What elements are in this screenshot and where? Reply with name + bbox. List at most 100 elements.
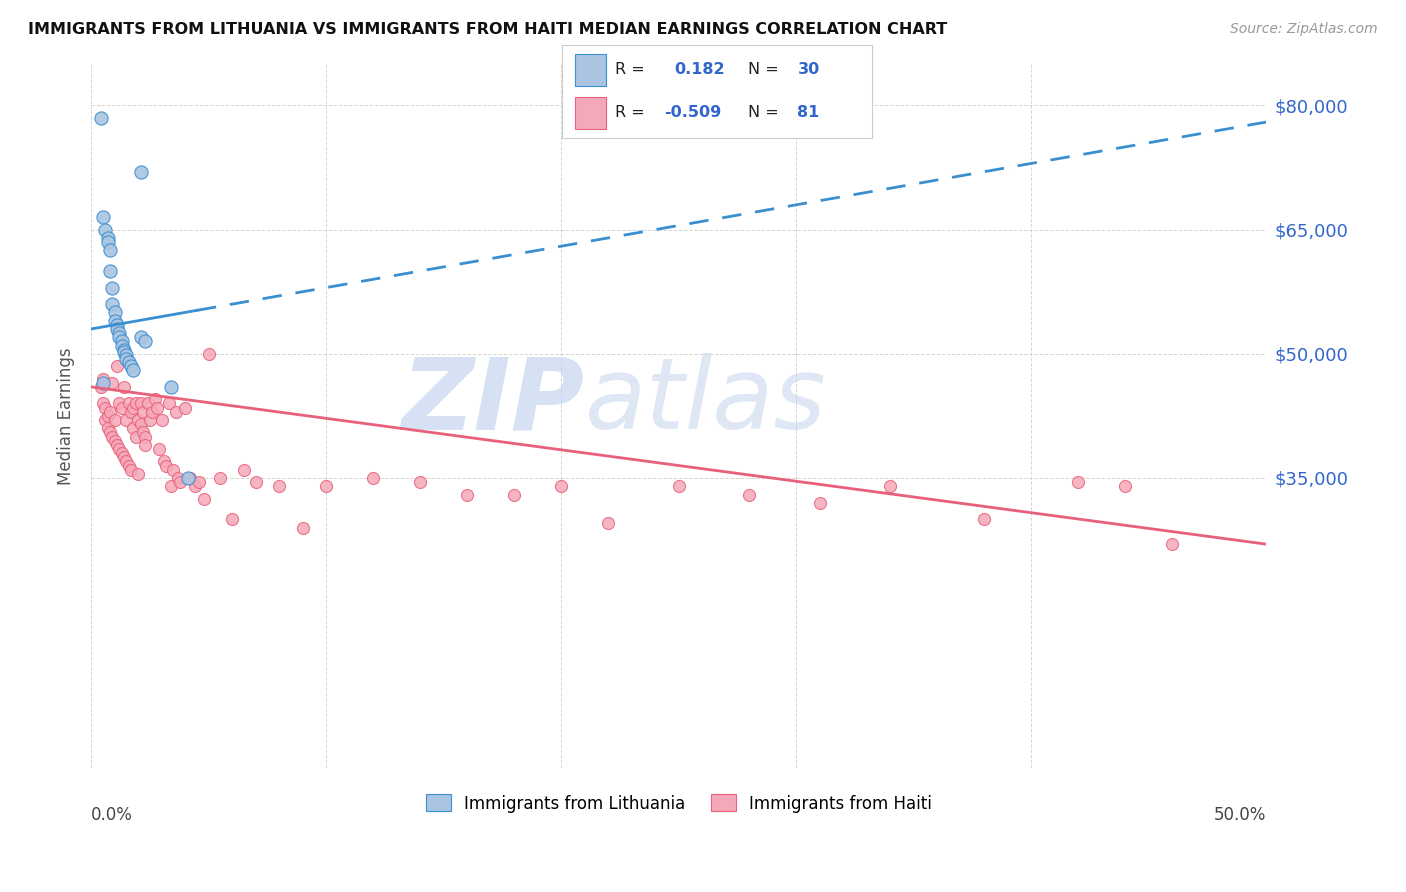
Point [118,355,141,369]
Point [141,405,163,419]
Point [668,479,690,493]
Point [122,401,145,415]
Text: N =: N = [748,62,779,78]
Point [104,434,127,448]
Point [111,338,134,352]
Point [118,458,141,473]
Point [503,487,526,501]
Point [97,235,120,249]
Point [108,330,131,344]
Point [146,401,169,415]
Point [176,471,198,485]
Point [118,396,141,410]
Point [108,442,131,456]
Point [155,458,177,473]
Point [111,446,134,460]
Point [112,345,135,359]
Point [120,463,142,477]
Point [120,405,142,419]
Legend: Immigrants from Lithuania, Immigrants from Haiti: Immigrants from Lithuania, Immigrants fr… [419,788,938,819]
Text: IMMIGRANTS FROM LITHUANIA VS IMMIGRANTS FROM HAITI MEDIAN EARNINGS CORRELATION C: IMMIGRANTS FROM LITHUANIA VS IMMIGRANTS … [28,22,948,37]
Point [129,417,152,432]
Point [143,392,166,407]
Point [97,421,120,435]
Point [115,413,138,427]
Point [97,231,120,245]
Point [105,322,128,336]
Point [127,413,149,427]
Point [193,491,215,506]
Point [112,380,135,394]
Y-axis label: Median Earnings: Median Earnings [58,347,75,484]
Point [112,343,135,357]
Text: 0.182: 0.182 [673,62,724,78]
Point [183,479,205,493]
Point [179,471,201,485]
Point [94,401,117,415]
Point [209,471,232,485]
Point [98,425,121,440]
FancyBboxPatch shape [575,54,606,86]
Text: atlas: atlas [585,353,827,450]
Point [153,454,176,468]
Point [91,376,114,390]
Point [112,450,135,465]
Point [134,429,156,443]
Point [115,454,138,468]
Point [97,409,120,423]
Point [409,475,432,489]
Text: 50.0%: 50.0% [1215,806,1267,824]
Point [122,363,145,377]
Point [90,380,112,394]
Point [245,475,267,489]
Point [129,396,152,410]
Point [139,413,162,427]
Text: ZIP: ZIP [402,353,585,450]
Point [197,347,219,361]
Point [291,521,314,535]
Point [136,396,159,410]
Point [150,413,173,427]
Point [108,396,131,410]
Text: N =: N = [748,105,779,120]
Point [94,413,117,427]
Point [91,211,114,225]
Point [169,475,191,489]
Point [125,429,148,443]
Point [122,421,145,435]
Point [90,111,112,125]
Point [233,463,256,477]
FancyBboxPatch shape [575,97,606,129]
Point [101,376,124,390]
Point [1114,479,1136,493]
Point [808,496,831,510]
Point [101,429,124,443]
Point [129,164,152,178]
Text: 81: 81 [797,105,820,120]
Point [105,438,128,452]
Point [105,359,128,374]
Point [104,314,127,328]
Point [221,512,243,526]
Point [167,471,190,485]
Text: 0.0%: 0.0% [91,806,134,824]
Point [94,222,117,236]
Point [160,380,183,394]
Point [104,305,127,319]
Point [120,359,142,374]
Point [1161,537,1184,551]
Point [129,330,152,344]
Point [361,471,384,485]
Point [973,512,995,526]
Point [134,334,156,349]
Point [879,479,901,493]
Point [1067,475,1090,489]
Text: -0.509: -0.509 [665,105,721,120]
Point [98,244,121,258]
Point [456,487,478,501]
Point [162,463,184,477]
Point [98,264,121,278]
Point [132,405,155,419]
Point [550,479,572,493]
Text: Source: ZipAtlas.com: Source: ZipAtlas.com [1230,22,1378,37]
